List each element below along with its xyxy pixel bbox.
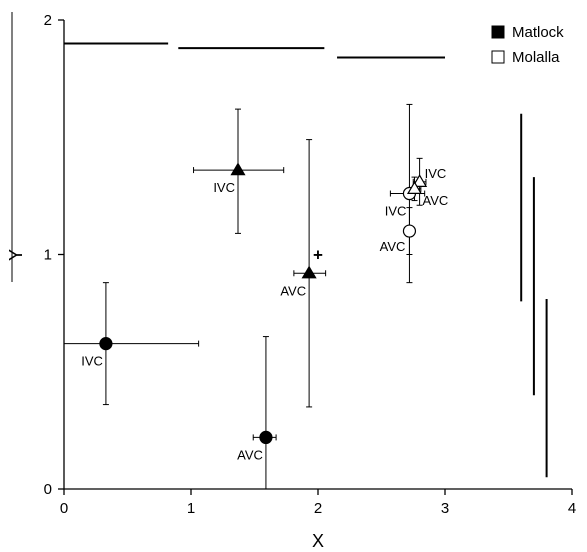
- x-tick-label: 4: [568, 500, 576, 517]
- circle-marker: [259, 430, 273, 445]
- ticks: 0 1 2 3 4 0 1 2: [44, 12, 577, 517]
- point-label: AVC: [280, 283, 306, 298]
- legend: Matlock Molalla: [491, 24, 564, 66]
- legend-label-matlock: Matlock: [512, 24, 564, 41]
- triangle-marker: [412, 174, 428, 187]
- range-bars: [64, 42, 548, 478]
- y-tick-label: 2: [44, 12, 52, 29]
- triangle-marker: [230, 162, 246, 176]
- point-label: IVC: [81, 354, 103, 369]
- legend-item-matlock: Matlock: [491, 24, 564, 41]
- point-label: AVC: [380, 239, 406, 254]
- data-points: +: [99, 162, 428, 445]
- point-labels: IVC AVC IVC AVC IVC AVC IVC AVC: [81, 166, 448, 463]
- centroid-plus-marker: +: [313, 246, 323, 265]
- x-tick-label: 3: [441, 500, 449, 517]
- x-tick-label: 2: [314, 500, 322, 517]
- triangle-marker: [406, 181, 423, 194]
- point-label: IVC: [385, 204, 407, 219]
- triangle-marker: [301, 265, 317, 279]
- legend-item-molalla: Molalla: [491, 49, 560, 66]
- legend-swatch-matlock: [491, 25, 505, 39]
- point-label: AVC: [237, 447, 263, 462]
- error-bars: [63, 103, 427, 490]
- y-tick-label: 0: [44, 481, 52, 498]
- x-axis-label: X: [312, 531, 324, 551]
- x-tick-label: 1: [187, 500, 195, 517]
- point-label: AVC: [423, 193, 449, 208]
- y-axis-label: Y: [6, 249, 26, 261]
- point-label: IVC: [213, 180, 235, 195]
- legend-swatch-molalla: [491, 50, 505, 64]
- y-tick-label: 1: [44, 247, 52, 264]
- x-tick-label: 0: [60, 500, 68, 517]
- circle-marker: [99, 337, 113, 351]
- legend-label-molalla: Molalla: [512, 49, 560, 66]
- point-label: IVC: [425, 166, 447, 181]
- circle-marker: [402, 224, 417, 238]
